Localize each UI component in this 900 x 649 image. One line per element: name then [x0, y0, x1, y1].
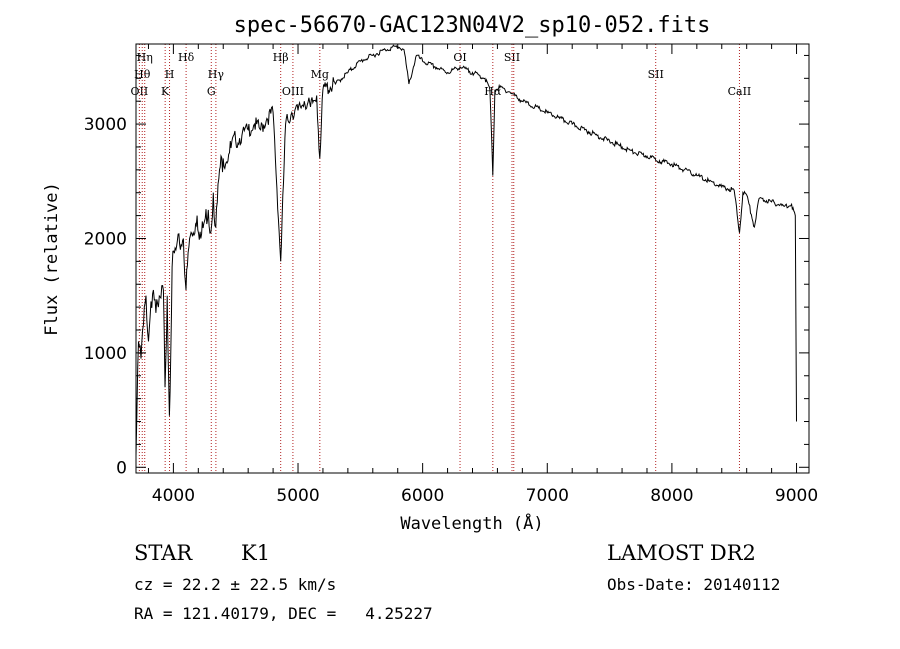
obs-date-text: Obs-Date: 20140112 [607, 575, 781, 594]
x-tick-label: 4000 [152, 486, 195, 506]
line-marker-label: OII [131, 85, 149, 98]
y-tick-label: 3000 [84, 115, 127, 135]
y-tick-label: 2000 [84, 229, 127, 249]
plot-frame [135, 43, 810, 474]
x-tick-label: 6000 [401, 486, 444, 506]
x-tick-label: 5000 [276, 486, 319, 506]
y-tick-label: 1000 [84, 344, 127, 364]
line-marker-label: SII [504, 51, 520, 64]
line-marker-label: H [165, 68, 175, 81]
line-marker-label: G [207, 85, 216, 98]
line-marker-label: SII [648, 68, 664, 81]
chart-title: spec-56670-GAC123N04V2_sp10-052.fits [234, 13, 711, 38]
object-class: STAR [134, 541, 193, 565]
object-subclass: K1 [241, 541, 271, 565]
axis-ticks: 4000 5000 6000 7000 8000 9000 0 1000 2000 3000 [84, 44, 818, 506]
line-marker-label: Hη [137, 51, 153, 64]
y-tick-label: 0 [116, 458, 127, 478]
line-marker-label: Hδ [178, 51, 195, 64]
survey-name: LAMOST DR2 [607, 541, 756, 565]
x-tick-label: 8000 [650, 486, 693, 506]
line-marker-label: Hθ [134, 68, 151, 81]
line-marker-label: K [161, 85, 170, 98]
x-tick-label: 7000 [526, 486, 569, 506]
y-axis-label: Flux (relative) [42, 182, 62, 336]
redshift-text: cz = 22.2 ± 22.5 km/s [134, 575, 337, 594]
line-marker-label: Hβ [273, 51, 289, 64]
line-marker-label: CaII [728, 85, 752, 98]
x-axis-label: Wavelength (Å) [400, 512, 543, 534]
line-marker-label: Hα [484, 85, 502, 98]
coordinates-text: RA = 121.40179, DEC = 4.25227 [134, 604, 433, 623]
x-tick-label: 9000 [775, 486, 818, 506]
line-marker-label: OIII [282, 85, 304, 98]
line-marker-label: Hγ [208, 68, 225, 81]
spectrum-series-line [135, 44, 797, 456]
line-marker-label: OI [453, 51, 466, 64]
line-marker-label: Mg [311, 68, 329, 81]
